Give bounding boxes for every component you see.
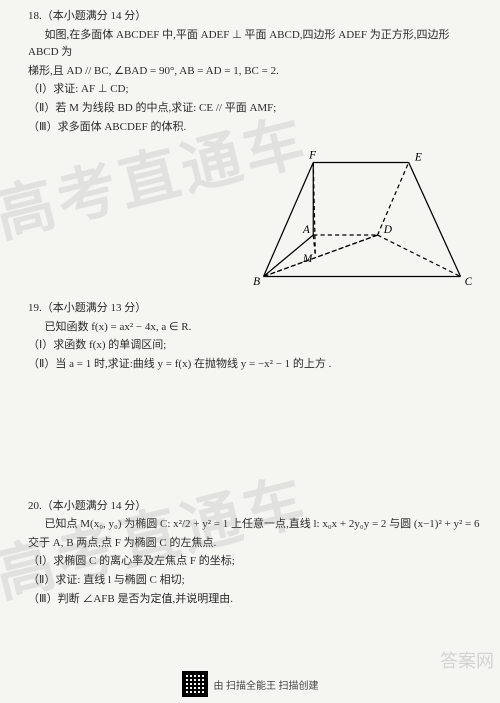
qr-code-icon xyxy=(182,671,208,697)
p18-header: 18.（本小题满分 14 分） xyxy=(28,8,482,26)
p18-q2: （Ⅱ）若 M 为线段 BD 的中点,求证: CE // 平面 AMF; xyxy=(28,100,482,118)
p20-q3: （Ⅲ）判断 ∠AFB 是否为定值,并说明理由. xyxy=(28,591,482,609)
p18-line1: 如图,在多面体 ABCDEF 中,平面 ADEF ⊥ 平面 ABCD,四边形 A… xyxy=(28,27,482,62)
footer: 由 扫描全能王 扫描创建 xyxy=(0,671,500,697)
geometry-figure: A B C D E F M xyxy=(252,150,472,290)
p18-q1: （Ⅰ）求证: AF ⊥ CD; xyxy=(28,81,482,99)
svg-text:D: D xyxy=(383,224,393,236)
p20-q1: （Ⅰ）求椭圆 C 的离心率及左焦点 F 的坐标; xyxy=(28,553,482,571)
problem-18: 18.（本小题满分 14 分） 如图,在多面体 ABCDEF 中,平面 ADEF… xyxy=(28,8,482,136)
svg-text:C: C xyxy=(465,276,472,288)
footer-text: 由 扫描全能王 扫描创建 xyxy=(214,677,319,692)
svg-text:E: E xyxy=(414,152,422,164)
svg-text:M: M xyxy=(302,253,314,265)
figure-container: A B C D E F M xyxy=(28,150,482,290)
p18-line2: 梯形,且 AD // BC, ∠BAD = 90°, AB = AD = 1, … xyxy=(28,63,482,81)
svg-text:A: A xyxy=(302,224,310,236)
p19-q1: （Ⅰ）求函数 f(x) 的单调区间; xyxy=(28,337,482,355)
p19-header: 19.（本小题满分 13 分） xyxy=(28,300,482,318)
svg-text:F: F xyxy=(308,150,317,161)
p20-line1: 已知点 M(x₀, y₀) 为椭圆 C: x²/2 + y² = 1 上任意一点… xyxy=(28,516,482,534)
p19-q2: （Ⅱ）当 a = 1 时,求证:曲线 y = f(x) 在抛物线 y = −x²… xyxy=(28,356,482,374)
small-watermark: 答案网 xyxy=(440,647,494,673)
p18-q3: （Ⅲ）求多面体 ABCDEF 的体积. xyxy=(28,119,482,137)
p19-line1: 已知函数 f(x) = ax² − 4x, a ∈ R. xyxy=(28,319,482,337)
problem-19: 19.（本小题满分 13 分） 已知函数 f(x) = ax² − 4x, a … xyxy=(28,300,482,373)
svg-text:B: B xyxy=(253,276,260,288)
problem-20: 20.（本小题满分 14 分） 已知点 M(x₀, y₀) 为椭圆 C: x²/… xyxy=(28,498,482,609)
p20-header: 20.（本小题满分 14 分） xyxy=(28,498,482,516)
p20-q2: （Ⅱ）求证: 直线 l 与椭圆 C 相切; xyxy=(28,572,482,590)
vertical-gap xyxy=(28,388,482,498)
p20-line2: 交于 A, B 两点,点 F 为椭圆 C 的左焦点. xyxy=(28,535,482,553)
